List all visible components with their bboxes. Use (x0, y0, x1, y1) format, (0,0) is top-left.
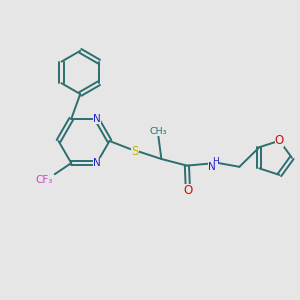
Text: N: N (93, 158, 100, 168)
Text: CH₃: CH₃ (150, 127, 167, 136)
Text: N: N (93, 114, 100, 124)
Text: H: H (212, 157, 219, 166)
Text: CF₃: CF₃ (36, 175, 53, 184)
Text: N: N (208, 162, 215, 172)
Text: S: S (131, 145, 139, 158)
Text: O: O (275, 134, 284, 147)
Text: O: O (183, 184, 192, 197)
